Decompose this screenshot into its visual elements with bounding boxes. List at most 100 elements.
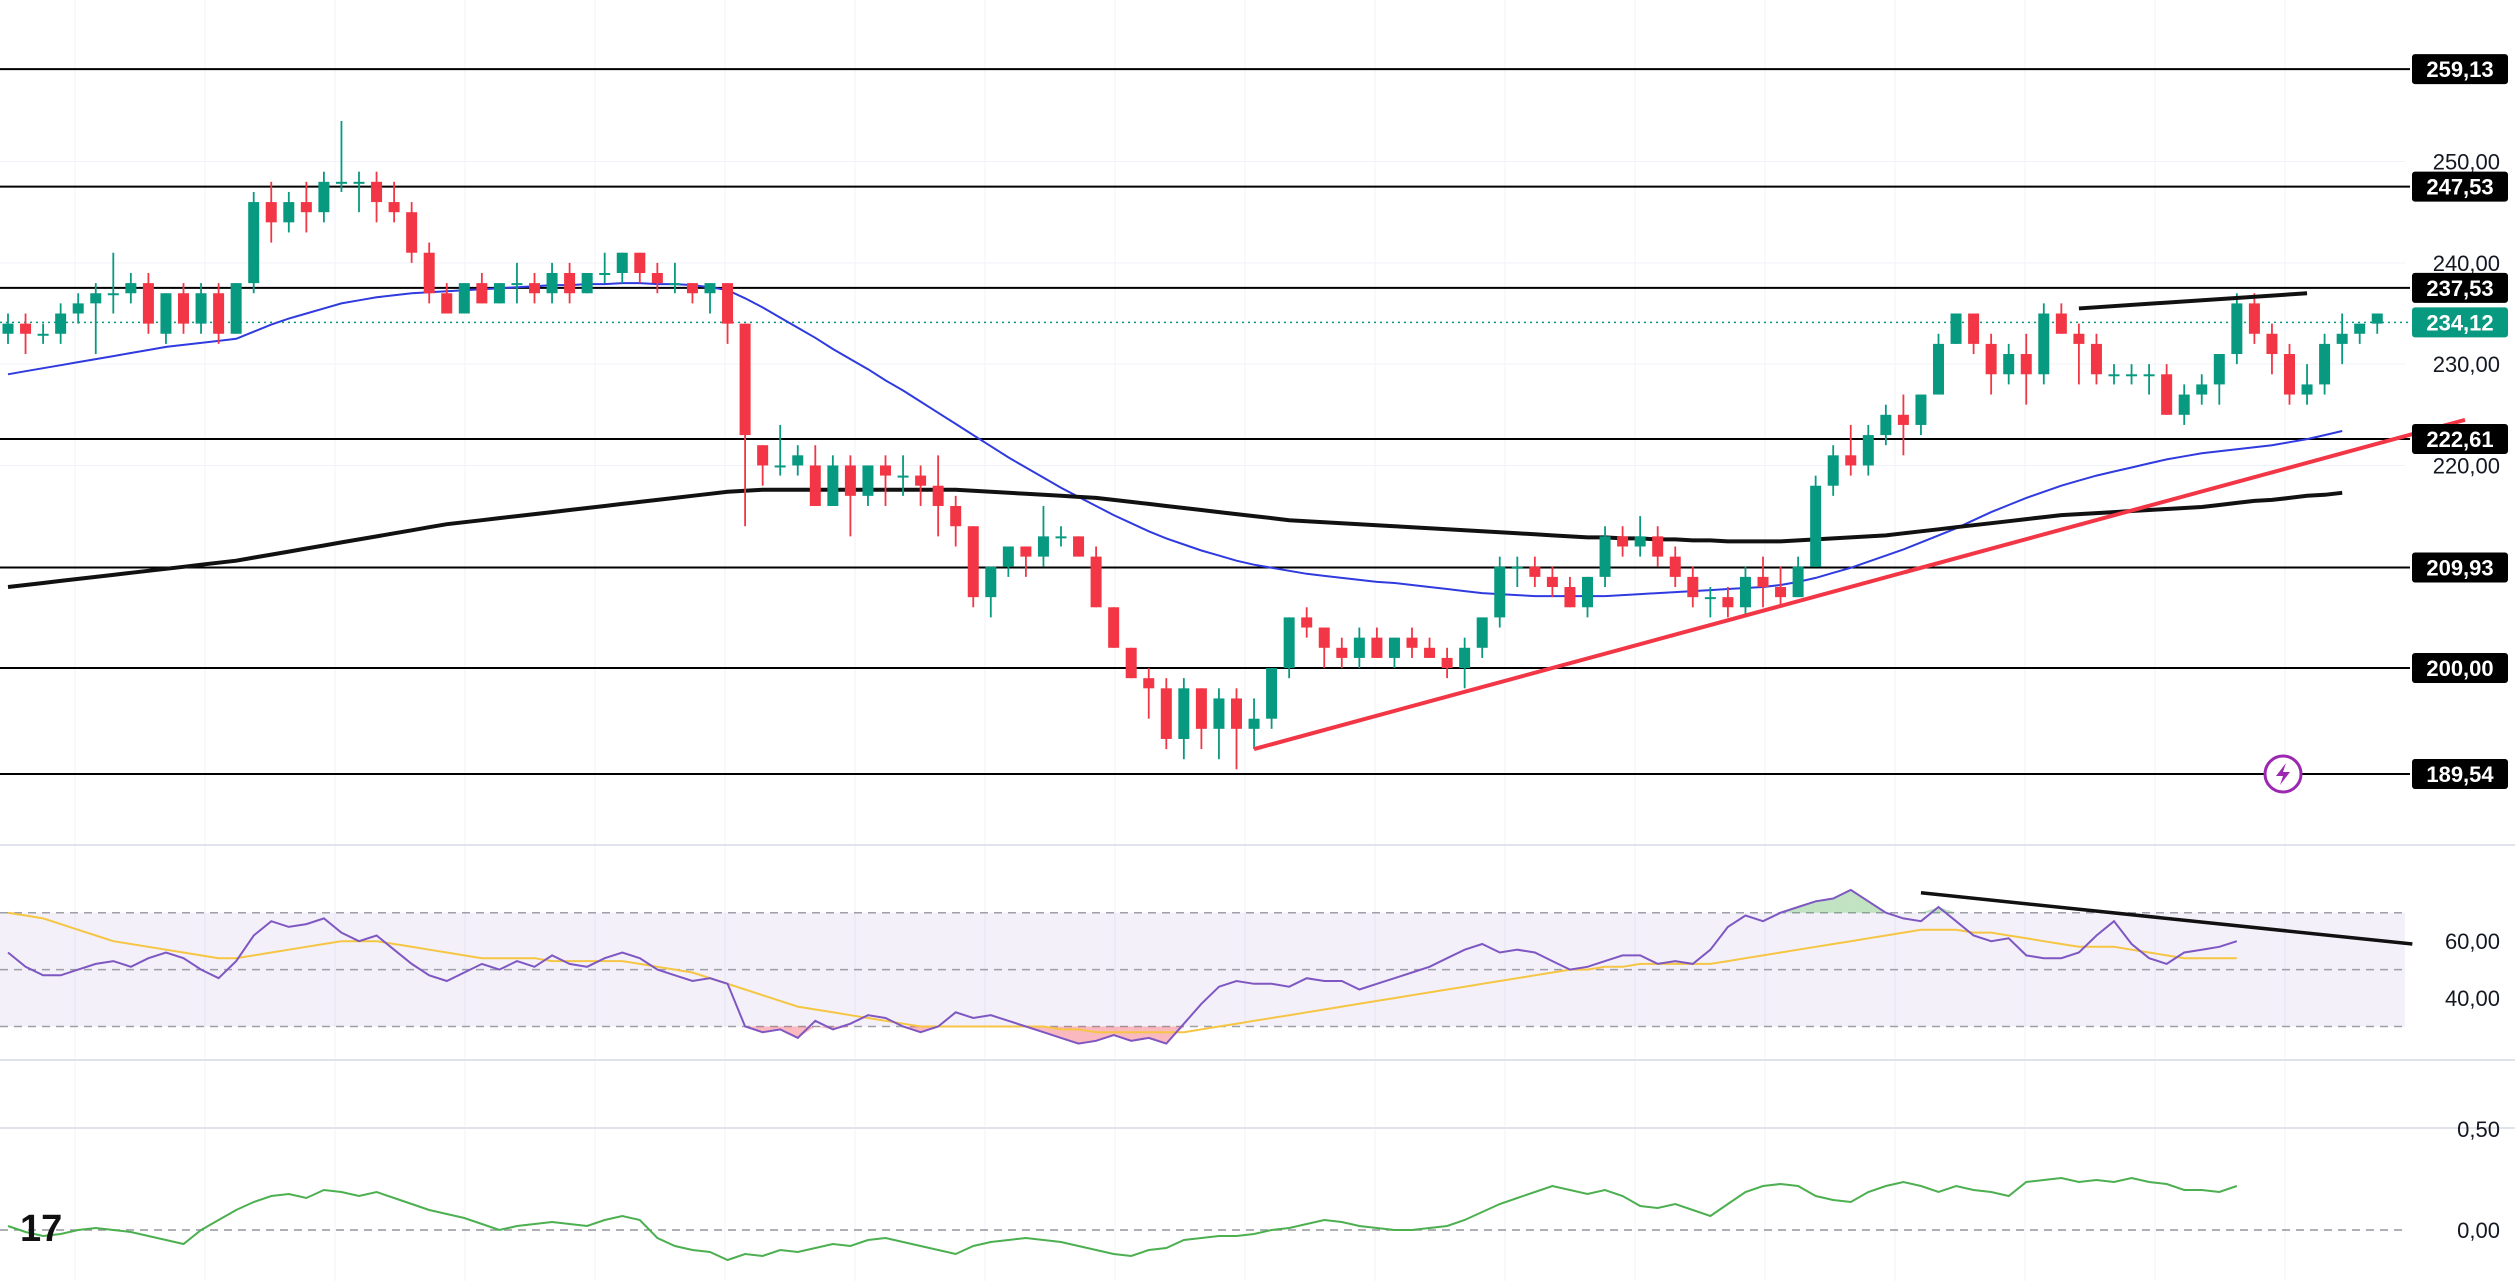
level-price-tag: 259,13 xyxy=(2412,54,2508,85)
rsi-axis-tick: 40,00 xyxy=(2445,986,2500,1011)
candle xyxy=(1933,333,1944,395)
candle xyxy=(880,455,891,506)
momentum-axis-tick: 0,00 xyxy=(2457,1218,2500,1243)
candle-body xyxy=(2371,313,2383,324)
candle xyxy=(792,445,804,476)
candle-body xyxy=(1897,414,1909,425)
candle xyxy=(1511,556,1523,588)
candle-body xyxy=(265,202,277,223)
rsi-line xyxy=(7,888,2238,1045)
candle xyxy=(1564,576,1576,608)
candle xyxy=(90,283,102,355)
candle-body xyxy=(616,252,628,273)
candle xyxy=(2284,343,2295,405)
candle xyxy=(1195,688,1207,750)
candle xyxy=(1283,617,1295,679)
candle xyxy=(1968,313,1980,355)
candle-body xyxy=(2020,354,2032,375)
candle xyxy=(844,455,856,537)
candle-body xyxy=(160,293,172,334)
candle xyxy=(1617,526,1629,557)
candle xyxy=(1090,546,1102,608)
candle xyxy=(1599,526,1611,588)
candle-body xyxy=(2143,374,2155,377)
candle-body xyxy=(967,526,979,598)
candle xyxy=(651,262,663,294)
candle-body xyxy=(1318,627,1330,648)
candle xyxy=(72,293,84,324)
candle-body xyxy=(406,212,418,253)
candle-body xyxy=(1757,576,1769,588)
level-price-tag-bg xyxy=(2412,759,2508,790)
candle-body xyxy=(792,455,804,466)
candle xyxy=(2161,364,2173,415)
candle-body xyxy=(1283,617,1295,669)
candle-body xyxy=(1582,576,1593,608)
candle-body xyxy=(915,475,927,486)
moving-averages xyxy=(7,282,2343,598)
candle-body xyxy=(195,293,207,324)
candle xyxy=(1055,526,1067,547)
candle xyxy=(1020,546,1032,577)
price-axis[interactable]: 250,00 240,00 230,00 220,00 60,00 40,00 0,00 0,… xyxy=(2263,54,2508,1243)
candle xyxy=(406,202,418,263)
candle xyxy=(37,323,49,344)
candle-body xyxy=(37,333,49,336)
candle-body xyxy=(599,272,611,275)
candle xyxy=(2003,343,2015,385)
rsi-signal-line xyxy=(7,911,2237,1034)
last-price-tag-text: 234,12 xyxy=(2426,310,2493,335)
candle xyxy=(1582,576,1593,618)
candle xyxy=(353,171,365,213)
candle-body xyxy=(1810,485,1822,567)
trendlines xyxy=(1253,291,2466,752)
candle xyxy=(1353,627,1365,669)
candle xyxy=(1371,627,1383,658)
candle xyxy=(2336,313,2348,365)
candle-body xyxy=(862,465,874,496)
rsi-zone-fill xyxy=(1061,1026,1079,1044)
candle-body xyxy=(1301,617,1313,628)
rsi-zone-fill xyxy=(1131,1026,1149,1041)
candle xyxy=(142,272,154,334)
rsi-background xyxy=(0,911,2405,1028)
candle-body xyxy=(669,283,681,286)
candle xyxy=(1862,424,1874,476)
candle xyxy=(476,272,488,304)
candle xyxy=(1160,678,1172,750)
candle xyxy=(2090,333,2102,385)
momentum-panel xyxy=(0,1176,2405,1262)
candle xyxy=(1897,394,1909,456)
price-axis-tick: 250,00 xyxy=(2433,150,2500,175)
candle-body xyxy=(178,293,189,324)
candle xyxy=(1476,617,1488,658)
candle xyxy=(1634,516,1646,557)
candle xyxy=(1722,587,1734,618)
candle-body xyxy=(371,181,383,203)
level-price-tag-text: 259,13 xyxy=(2426,57,2493,82)
candle-body xyxy=(1073,536,1085,557)
candle xyxy=(107,252,119,314)
candle-body xyxy=(2178,394,2190,415)
candle xyxy=(2126,364,2138,385)
candle xyxy=(1318,627,1330,669)
candle xyxy=(1002,546,1014,577)
candle-body xyxy=(2161,374,2173,415)
candle xyxy=(1388,637,1400,669)
candle-body xyxy=(897,475,909,478)
candle xyxy=(897,455,909,496)
candle-body xyxy=(2231,303,2243,355)
candle xyxy=(2020,333,2032,405)
candle xyxy=(1845,424,1857,476)
candle xyxy=(1459,637,1471,689)
candle xyxy=(581,272,593,294)
candle-body xyxy=(581,272,593,294)
candle xyxy=(950,495,962,547)
candle-body xyxy=(2248,303,2260,334)
candle xyxy=(862,465,874,506)
candle-body xyxy=(125,283,137,294)
candle-body xyxy=(722,283,734,324)
candle-body xyxy=(1213,698,1225,729)
